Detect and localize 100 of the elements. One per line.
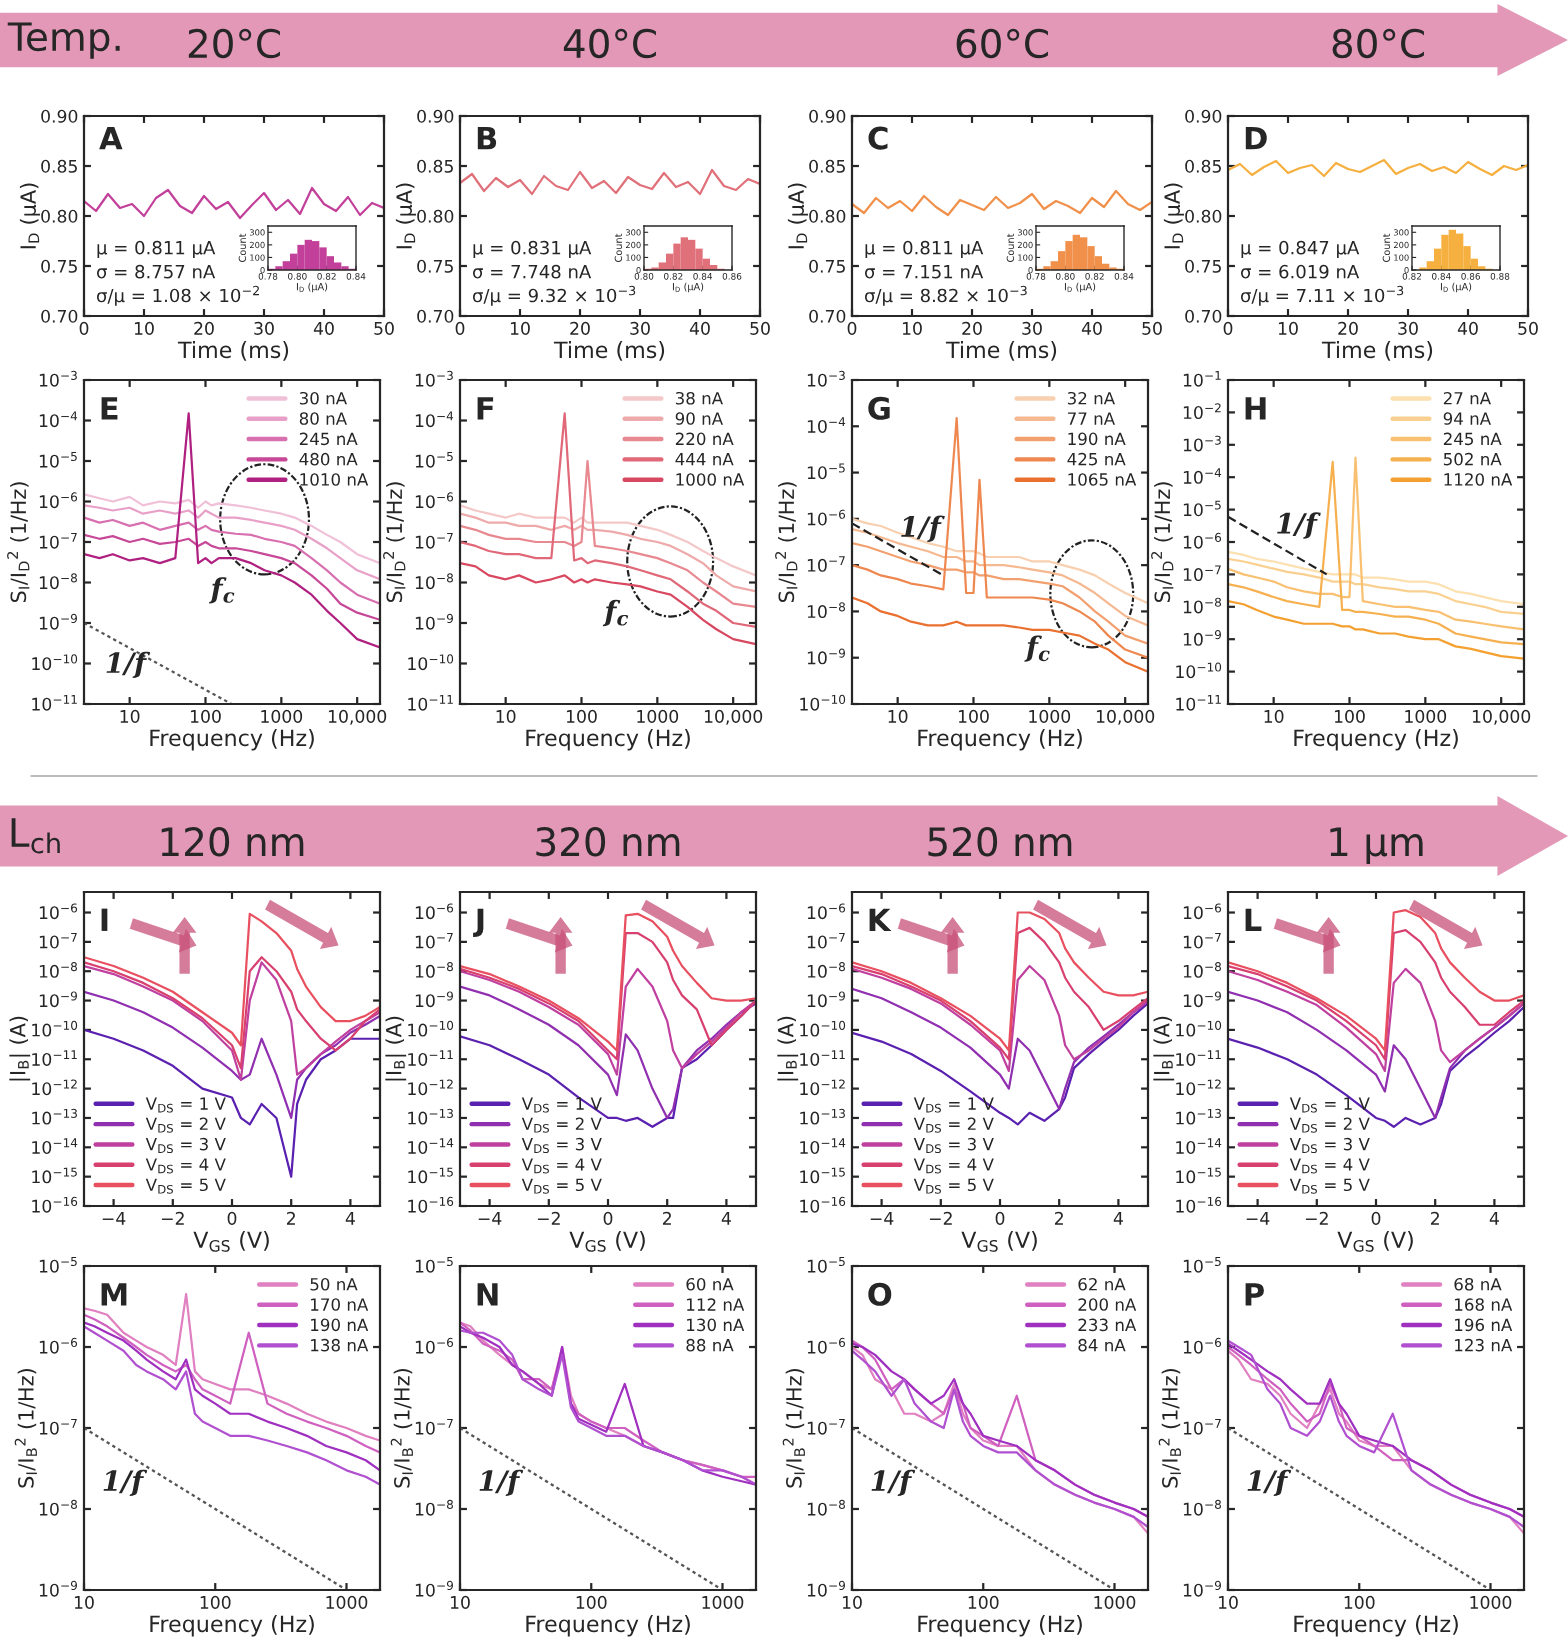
y-tick-label: 10$^{−10}$ [408, 654, 454, 671]
legend-label: 60 nA [686, 1277, 734, 1291]
legend-label: 168 nA [1455, 1298, 1513, 1311]
x-tick-label: 100 [1344, 1595, 1375, 1609]
x-tick-label: 40 [689, 321, 710, 335]
annotation: N [477, 1283, 498, 1306]
legend-label: 88 nA [686, 1338, 734, 1352]
y-tick-label: 10$^{−9}$ [415, 1580, 453, 1597]
legend-label: 1010 nA [300, 473, 369, 486]
y-tick-label: 10$^{−11}$ [408, 695, 453, 711]
x-tick-label: 50 [1142, 321, 1162, 335]
y-tick-label: 10$^{−14}$ [1176, 1138, 1222, 1154]
y-tick-label: 0.85 [809, 159, 845, 173]
x-tick-label: 10,000 [328, 709, 387, 725]
y-tick-label: 10$^{−9}$ [39, 1580, 77, 1597]
x-tick-label: 0 [1223, 321, 1233, 335]
legend-label: 1065 nA [1068, 473, 1137, 486]
y-tick-label: 10$^{−9}$ [807, 1580, 845, 1597]
y-tick-label: 0.75 [1185, 259, 1221, 273]
y-tick-label: 10$^{−3}$ [807, 370, 845, 387]
legend-label: 68 nA [1454, 1277, 1502, 1291]
y-axis-title: I$_{D}$ (μA) [395, 183, 417, 249]
legend-label: V$_{DS}$ = 3 V [913, 1137, 994, 1154]
legend-label: V$_{DS}$ = 5 V [521, 1178, 602, 1194]
legend-label: 196 nA [1455, 1318, 1513, 1332]
annotation: 1/f [479, 1469, 524, 1497]
y-tick-label: 10$^{−8}$ [39, 1499, 77, 1516]
x-tick-label: −2 [161, 1211, 184, 1225]
annotation: σ/μ = 9.32 × 10$^{−3}$ [473, 285, 636, 306]
y-tick-label: 0.85 [41, 159, 77, 173]
y-tick-label: 10$^{−7}$ [39, 533, 77, 549]
x-axis-title: Frequency (Hz) [526, 1615, 690, 1637]
legend-label: 50 nA [310, 1277, 358, 1291]
x-tick-label: 2 [1430, 1211, 1439, 1225]
legend-label: V$_{DS}$ = 1 V [1289, 1097, 1370, 1113]
x-tick-label: 50 [1518, 321, 1538, 335]
annotation: σ = 7.151 nA [865, 265, 984, 279]
x-tick-label: 20 [570, 321, 590, 335]
annotation: μ = 0.847 μA [1241, 240, 1360, 258]
legend-label: V$_{DS}$ = 4 V [1289, 1158, 1370, 1174]
y-tick-label: 10$^{−2}$ [1183, 403, 1221, 420]
x-tick-label: 30 [254, 321, 274, 335]
y-tick-label: 10$^{−4}$ [807, 417, 846, 433]
x-axis-title: Frequency (Hz) [918, 729, 1082, 751]
x-tick-label: 10,000 [704, 709, 763, 725]
y-tick-label: 10$^{−8}$ [415, 573, 453, 590]
y-tick-label: 10$^{−7}$ [39, 1419, 77, 1435]
y-tick-label: 10$^{−9}$ [39, 613, 77, 630]
x-tick-label: −4 [478, 1212, 502, 1225]
y-tick-label: 10$^{−6}$ [807, 903, 846, 920]
y-tick-label: 0.85 [1185, 159, 1221, 173]
y-tick-label: 10$^{−8}$ [1183, 1499, 1221, 1516]
annotation: F [477, 397, 494, 420]
x-tick-label: 40 [1457, 321, 1478, 335]
x-tick-label: 10 [74, 1595, 94, 1609]
annotation: f$_{c}$ [1024, 635, 1050, 662]
annotation: B [477, 126, 497, 150]
y-axis-title: S$_{I}$/I$_{B}$$^{2}$ (1/Hz) [390, 1369, 413, 1488]
x-tick-label: 100 [968, 1595, 999, 1609]
x-tick-label: 2 [662, 1211, 671, 1225]
y-tick-label: 10$^{−3}$ [39, 370, 77, 387]
legend-label: 190 nA [311, 1318, 369, 1332]
y-tick-label: 10$^{−6}$ [415, 492, 454, 509]
y-tick-label: 10$^{−3}$ [1183, 435, 1221, 452]
legend-label: V$_{DS}$ = 5 V [145, 1178, 226, 1194]
x-tick-label: −2 [1305, 1211, 1328, 1225]
x-axis-title: V$_{GS}$ (V) [193, 1231, 269, 1252]
x-tick-label: 20 [194, 321, 214, 335]
y-tick-label: 10$^{−6}$ [39, 492, 78, 509]
annotation: A [99, 126, 123, 150]
annotation: f$_{c}$ [602, 599, 629, 627]
legend-label: 233 nA [1078, 1318, 1137, 1332]
x-tick-label: 0 [847, 321, 857, 335]
annotation: μ = 0.831 μA [473, 240, 592, 258]
y-tick-label: 10$^{−5}$ [39, 1257, 77, 1273]
y-tick-label: 10$^{−9}$ [39, 991, 77, 1008]
annotation: f$_{c}$ [208, 577, 235, 604]
y-tick-label: 10$^{−12}$ [800, 1079, 845, 1096]
y-tick-label: 10$^{−4}$ [1183, 468, 1222, 484]
x-axis-title: Frequency (Hz) [150, 729, 314, 751]
chart-title: 520 nm [928, 827, 1072, 857]
y-tick-label: 10$^{−11}$ [408, 1050, 453, 1066]
legend-label: V$_{DS}$ = 3 V [521, 1137, 602, 1154]
annotation: 1/f [871, 1469, 916, 1497]
y-tick-label: 10$^{−8}$ [415, 962, 453, 978]
y-tick-label: 10$^{−9}$ [415, 991, 453, 1008]
y-tick-label: 10$^{−5}$ [807, 1257, 845, 1273]
y-tick-label: 0.90 [417, 109, 454, 123]
x-axis-title: V$_{GS}$ (V) [961, 1231, 1037, 1252]
x-tick-label: 10 [888, 709, 908, 723]
y-tick-label: 0.90 [41, 109, 78, 123]
legend-label: 220 nA [675, 432, 734, 446]
y-axis-title: |I$_{B}$| (A) [1153, 1016, 1175, 1081]
y-tick-label: 10$^{−9}$ [807, 648, 845, 665]
x-tick-label: 1000 [1029, 709, 1071, 723]
chart-title: 120 nm [161, 827, 304, 857]
y-tick-label: 10$^{−15}$ [32, 1167, 77, 1184]
legend-label: V$_{DS}$ = 1 V [521, 1097, 602, 1113]
y-tick-label: 10$^{−4}$ [415, 411, 454, 428]
chart-title: 320 nm [536, 827, 680, 857]
